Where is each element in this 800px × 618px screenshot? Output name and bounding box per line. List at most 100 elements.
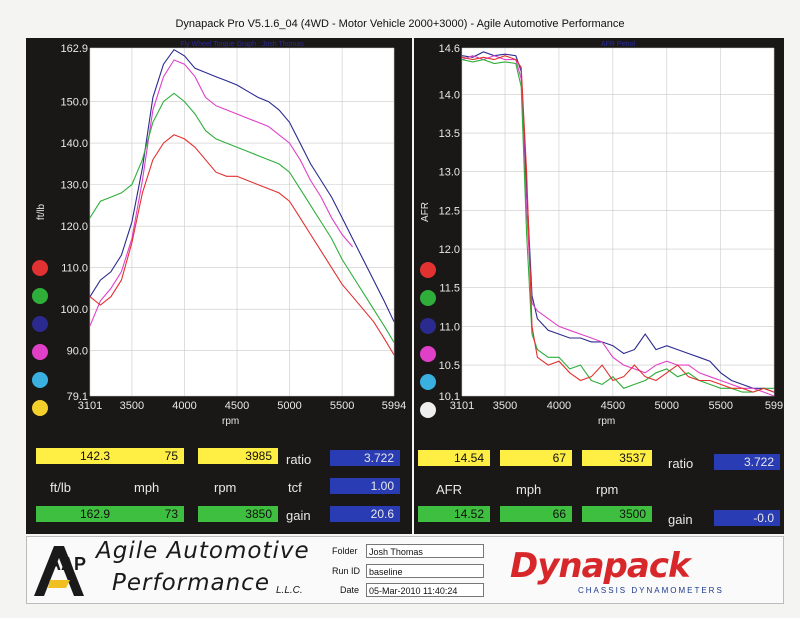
chart-0-plot-area <box>90 48 394 396</box>
label-tcf: tcf <box>288 480 302 495</box>
chart-0-ylabel: ft/lb <box>36 204 47 221</box>
header-torque: ft/lb <box>50 480 71 495</box>
tcf-value: 1.00 <box>330 478 400 494</box>
chart-1-y-tick: 12.0 <box>439 244 460 256</box>
legend-dot-blue[interactable] <box>420 318 436 334</box>
header-afr: AFR <box>436 482 462 497</box>
runid-field: baseline <box>366 564 484 578</box>
legend-dot-green[interactable] <box>420 290 436 306</box>
chart-1-y-tick: 11.5 <box>439 283 460 295</box>
chart-1-x-tick: 599 <box>765 400 783 412</box>
chart-0-series-blue <box>89 48 395 322</box>
readout-mph-value: 75 <box>116 448 184 464</box>
runid-label: Run ID <box>332 566 361 576</box>
torque-readout: 142.3 75 3985 ft/lb mph rpm 162.9 73 385… <box>26 442 412 534</box>
legend-dot-blue[interactable] <box>32 316 48 332</box>
logo-letters: AAP <box>48 554 86 574</box>
chart-0-series-red <box>89 134 395 356</box>
legend-dot-cyan[interactable] <box>32 372 48 388</box>
legend-dot-yellow[interactable] <box>32 400 48 416</box>
chart-1-x-tick: 3101 <box>450 400 474 412</box>
chart-1-y-tick: 12.5 <box>439 205 460 217</box>
ratio-value: 3.722 <box>330 450 400 466</box>
chart-1-y-tick: 14.6 <box>439 43 460 55</box>
chart-1-xlabel: rpm <box>598 416 615 427</box>
chart-0-x-tick: 3500 <box>120 400 144 412</box>
torque-chart-panel: Fly Wheel Torque Graph : Josh Thomas 3101… <box>26 38 412 442</box>
chart-1-ylabel: AFR <box>420 202 431 222</box>
legend-dot-cyan[interactable] <box>420 374 436 390</box>
afr-row3-rpm: 3500 <box>582 506 652 522</box>
company-name-line2: Performance <box>112 570 270 596</box>
afr-label-ratio: ratio <box>668 456 694 471</box>
afr-row3-afr: 14.52 <box>418 506 490 522</box>
chart-0-y-tick: 100.0 <box>60 304 88 316</box>
chart-0-y-tick: 90.0 <box>67 346 88 358</box>
afr-label-gain: gain <box>668 512 693 527</box>
afr-gain-value: -0.0 <box>714 510 780 526</box>
afr-row3-mph: 66 <box>500 506 572 522</box>
dynapack-subtitle: CHASSIS DYNAMOMETERS <box>578 586 724 595</box>
chart-1-x-tick: 3500 <box>493 400 517 412</box>
readout-afr-value: 14.54 <box>418 450 490 466</box>
chart-0-y-tick: 140.0 <box>60 138 88 150</box>
dynapack-logo: Dynapack <box>510 546 691 586</box>
header-mph: mph <box>134 480 160 495</box>
legend-dot-magenta[interactable] <box>420 346 436 362</box>
folder-field: Josh Thomas <box>366 544 484 558</box>
chart-0-y-tick: 162.9 <box>60 43 88 55</box>
legend-dot-magenta[interactable] <box>32 344 48 360</box>
label-gain: gain <box>286 508 311 523</box>
chart-1-x-tick: 4000 <box>547 400 571 412</box>
chart-1-plot-area <box>462 48 774 396</box>
readout-afr-rpm-value: 3537 <box>582 450 652 466</box>
afr-readout: 14.54 67 3537 AFR mph rpm 14.52 66 3500 … <box>414 442 784 534</box>
chart-1-series-magenta <box>461 55 775 397</box>
chart-0-x-tick: 3101 <box>78 400 102 412</box>
afr-chart-panel: AFR Petrol 3101 3500 4000 4500 5000 5500 599 14.… <box>414 38 784 442</box>
gain-value: 20.6 <box>330 506 400 522</box>
chart-1-x-tick: 5500 <box>708 400 732 412</box>
chart-0-xlabel: rpm <box>222 416 239 427</box>
chart-0-series-green <box>89 92 395 343</box>
readout-torque-value: 142.3 <box>36 448 116 464</box>
chart-0-x-tick: 5994 <box>382 400 406 412</box>
legend-dot-white[interactable] <box>420 402 436 418</box>
readout-rpm-value: 3985 <box>198 448 278 464</box>
legend-dot-green[interactable] <box>32 288 48 304</box>
chart-1-series-red <box>461 55 775 393</box>
torque-chart: Fly Wheel Torque Graph : Josh Thomas 3101… <box>32 41 406 427</box>
header-rpm: rpm <box>214 480 237 495</box>
chart-0-x-tick: 5500 <box>330 400 354 412</box>
peak-rpm-value: 3850 <box>198 506 278 522</box>
chart-0-title: Fly Wheel Torque Graph : Josh Thomas <box>180 41 304 48</box>
chart-1-y-tick: 11.0 <box>439 321 460 333</box>
chart-1-x-tick: 5000 <box>655 400 679 412</box>
chart-0-x-tick: 5000 <box>277 400 301 412</box>
legend-dot-red[interactable] <box>32 260 48 276</box>
peak-mph-value: 73 <box>116 506 184 522</box>
legend-dot-red[interactable] <box>420 262 436 278</box>
peak-torque-value: 162.9 <box>36 506 116 522</box>
afr-chart: AFR Petrol 3101 3500 4000 4500 5000 5500 599 14.… <box>420 41 783 427</box>
chart-0-y-tick: 110.0 <box>61 263 88 275</box>
label-ratio: ratio <box>286 452 312 467</box>
company-name-line1: Agile Automotive <box>96 538 310 564</box>
chart-0-y-tick: 150.0 <box>60 97 88 109</box>
chart-1-series-green <box>461 59 774 393</box>
chart-1-title: AFR Petrol <box>601 41 636 48</box>
readout-afr-mph-value: 67 <box>500 450 572 466</box>
chart-0-y-tick: 130.0 <box>60 180 88 192</box>
chart-1-y-tick: 13.5 <box>439 128 460 140</box>
chart-1-y-tick: 14.0 <box>439 89 460 101</box>
afr-ratio-value: 3.722 <box>714 454 780 470</box>
chart-0-y-tick: 120.0 <box>60 221 88 233</box>
folder-label: Folder <box>332 546 358 556</box>
chart-0-y-tick: 79.1 <box>67 391 88 403</box>
chart-1-x-tick: 4500 <box>601 400 625 412</box>
company-suffix: L.L.C. <box>276 585 303 596</box>
chart-0-x-tick: 4500 <box>225 400 249 412</box>
date-field: 05-Mar-2010 11:40:24 <box>366 583 484 597</box>
chart-0-x-tick: 4000 <box>172 400 196 412</box>
chart-0-series-magenta <box>89 59 354 327</box>
